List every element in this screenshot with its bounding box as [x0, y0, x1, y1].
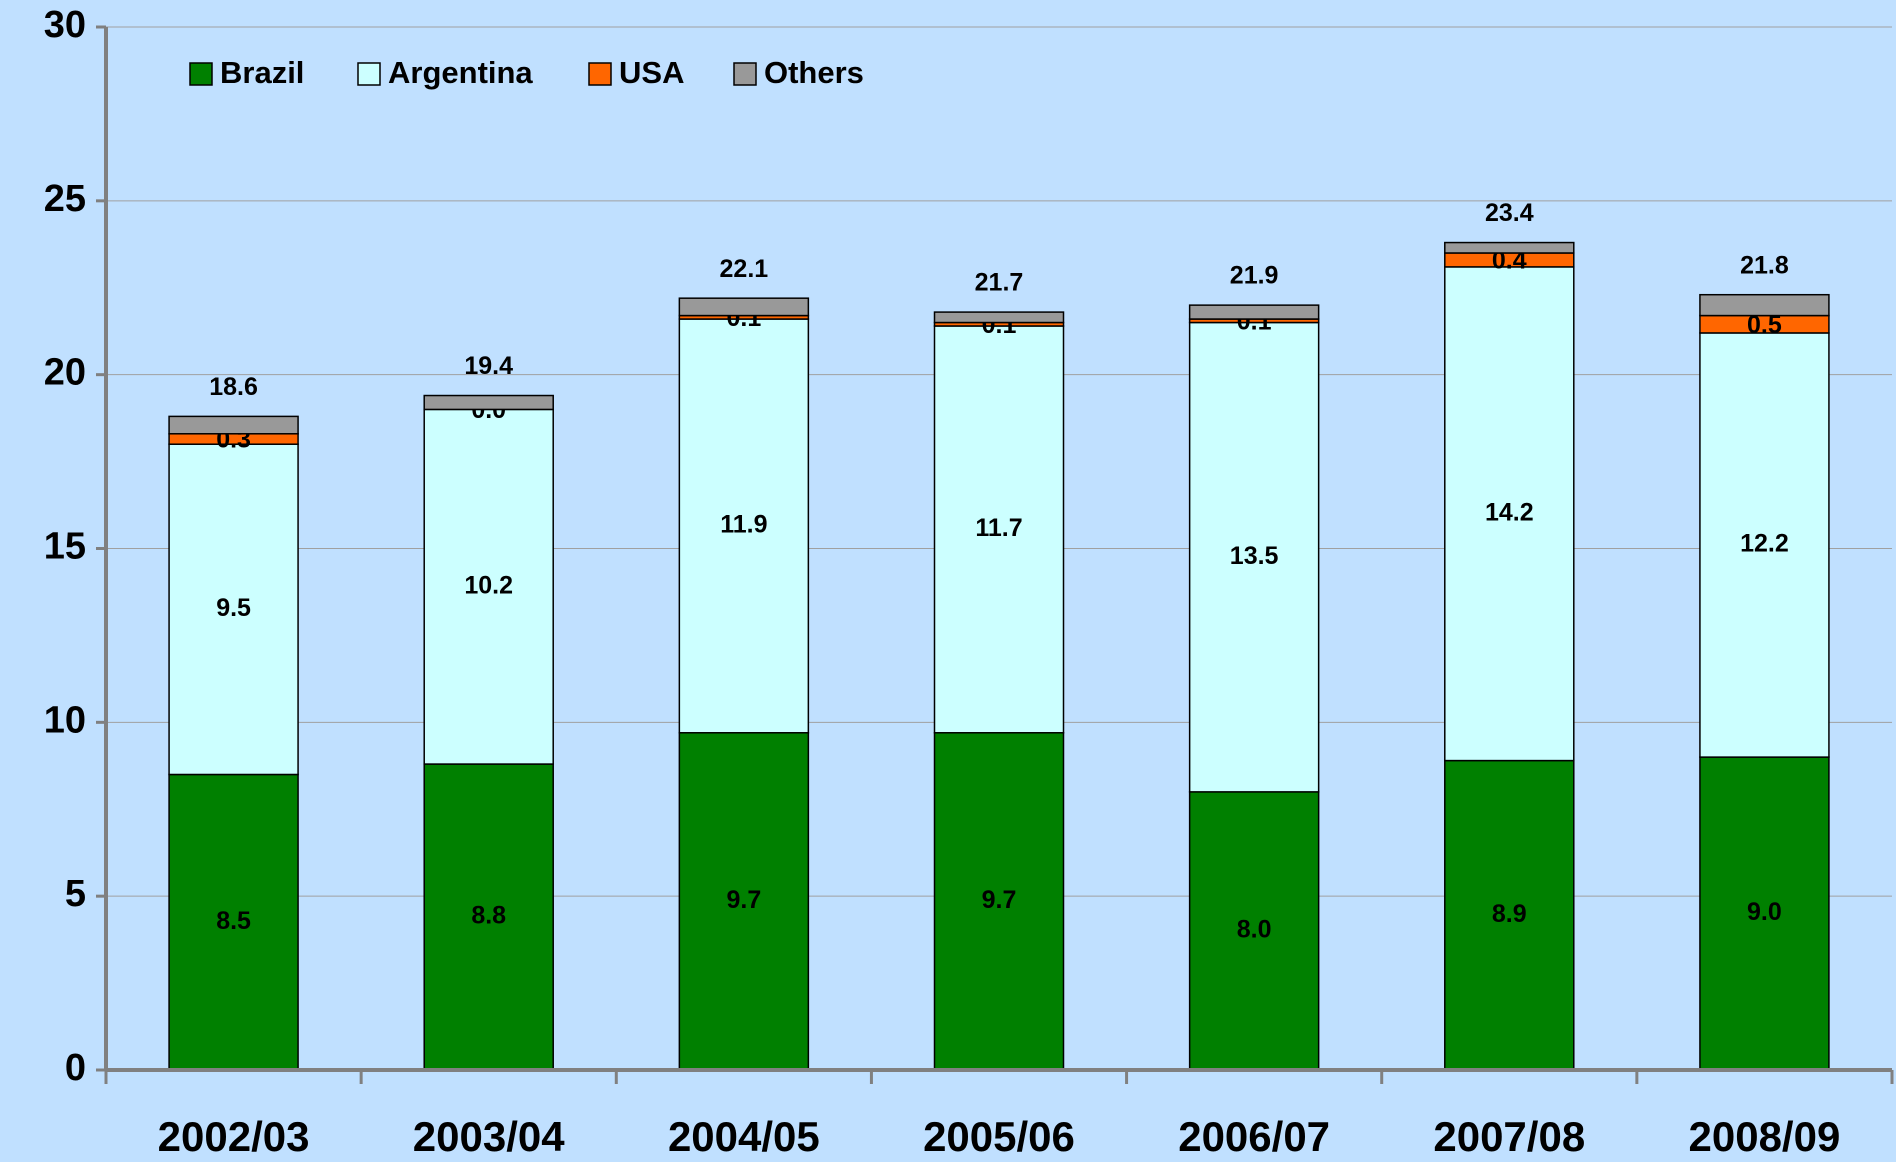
x-tick-label: 2002/03 [158, 1113, 310, 1160]
data-label: 9.0 [1747, 898, 1782, 926]
bar-segment [678, 732, 810, 1071]
data-label: 9.7 [726, 886, 761, 914]
total-label: 21.7 [975, 269, 1024, 297]
total-label: 21.9 [1230, 262, 1279, 290]
total-label: 22.1 [720, 255, 769, 283]
legend-label: Argentina [388, 55, 533, 90]
bar-segment [933, 325, 1065, 734]
bar-segment [1699, 293, 1830, 317]
bar-segment [1444, 266, 1575, 762]
bar-segment [423, 394, 554, 411]
data-label: 8.8 [471, 902, 506, 930]
total-label: 18.6 [209, 373, 258, 401]
x-tick-label: 2007/08 [1433, 1113, 1585, 1160]
data-label: 12.2 [1740, 530, 1789, 558]
y-tick-label: 15 [44, 526, 86, 568]
x-tick-label: 2005/06 [923, 1113, 1075, 1160]
legend-label: USA [619, 55, 684, 90]
legend-label: Others [764, 55, 864, 90]
legend-swatch [588, 62, 612, 86]
total-label: 21.8 [1740, 251, 1789, 279]
bar-segment [1188, 791, 1320, 1071]
x-tick-label: 2008/09 [1689, 1113, 1841, 1160]
data-label: 11.7 [975, 514, 1022, 542]
bar-segment [1188, 321, 1320, 793]
bar-segment [1699, 332, 1830, 758]
data-label: 9.5 [216, 594, 251, 622]
bar-segment [933, 311, 1065, 324]
data-label: 14.2 [1485, 498, 1534, 526]
bar-segment [1444, 759, 1575, 1071]
total-label: 23.4 [1485, 199, 1534, 227]
bar-segment [1444, 241, 1575, 254]
data-label: 10.2 [464, 571, 513, 599]
x-tick-label: 2004/05 [668, 1113, 820, 1160]
data-label: 8.9 [1492, 900, 1527, 928]
legend-swatch [189, 62, 213, 86]
y-tick-label: 20 [44, 352, 86, 394]
x-tick-label: 2006/07 [1178, 1113, 1330, 1160]
legend-swatch [357, 62, 381, 86]
total-label: 19.4 [464, 352, 513, 380]
bar-segment [423, 408, 554, 765]
bar-segment [933, 732, 1065, 1071]
bar-segment [168, 415, 299, 435]
y-tick-label: 0 [65, 1047, 86, 1089]
bar-segment [168, 773, 299, 1071]
bar-segment [1699, 756, 1830, 1071]
bar-segment [678, 297, 810, 317]
x-tick-label: 2003/04 [413, 1113, 565, 1160]
data-label: 11.9 [720, 511, 767, 539]
data-label: 13.5 [1230, 542, 1279, 570]
legend-swatch [733, 62, 757, 86]
data-label: 8.0 [1237, 916, 1272, 944]
y-tick-label: 25 [44, 178, 86, 220]
y-tick-label: 10 [44, 699, 86, 741]
y-tick-label: 30 [44, 4, 86, 46]
bar-segment [1188, 304, 1320, 320]
data-label: 9.7 [982, 886, 1017, 914]
y-tick-label: 5 [65, 873, 86, 915]
bar-segment [678, 318, 810, 734]
legend-label: Brazil [220, 55, 304, 90]
data-label: 8.5 [216, 907, 251, 935]
bar-segment [168, 443, 299, 776]
